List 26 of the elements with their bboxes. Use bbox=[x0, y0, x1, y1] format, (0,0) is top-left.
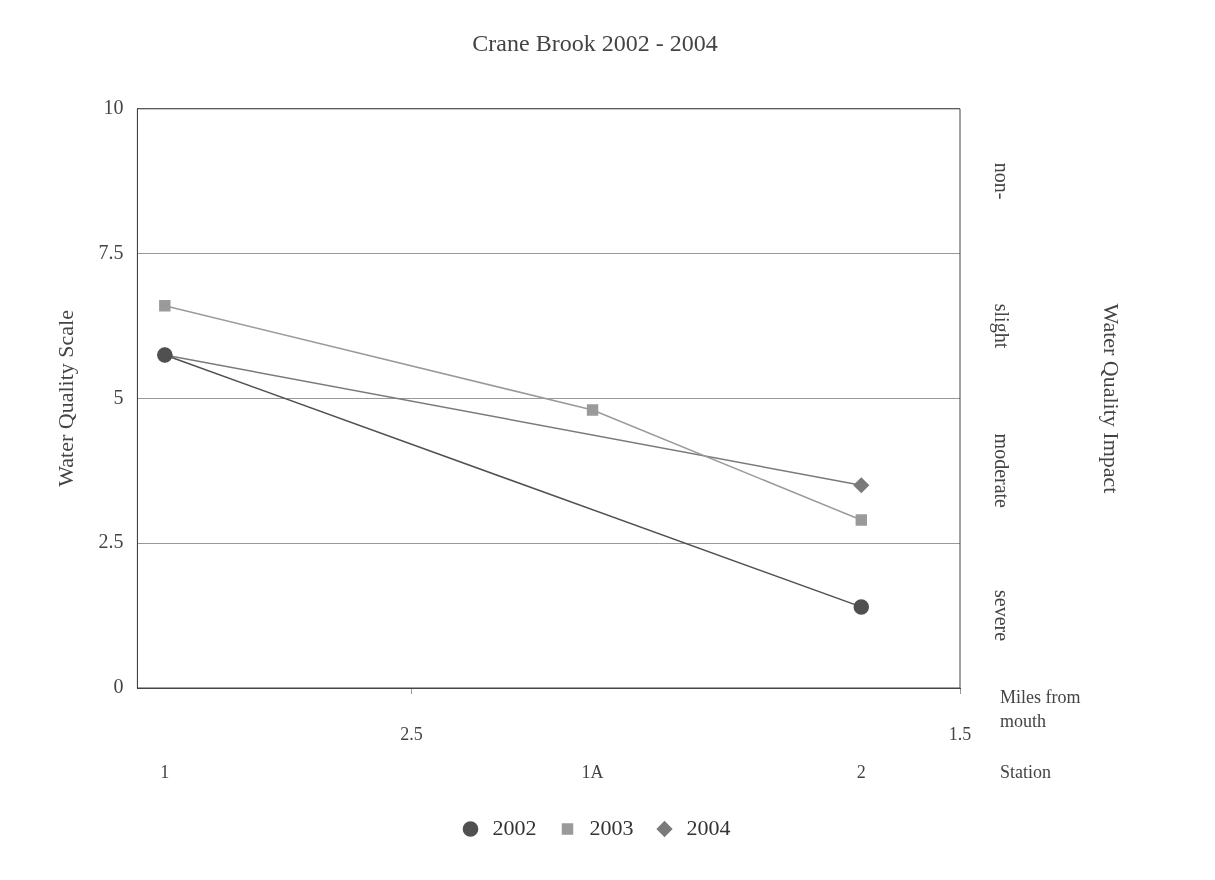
text: Station bbox=[1000, 761, 1052, 782]
point bbox=[853, 477, 870, 494]
legend-label: 2003 bbox=[589, 814, 634, 840]
point bbox=[586, 404, 599, 416]
point bbox=[853, 599, 870, 615]
y-axis-title: Water Quality Scale bbox=[52, 310, 78, 487]
text: Water Quality Impact bbox=[1099, 303, 1125, 494]
text: 2 bbox=[856, 761, 866, 782]
y-tick-label: 10 bbox=[103, 96, 124, 119]
y-tick-label: 0 bbox=[113, 675, 124, 698]
text: 1 bbox=[160, 761, 170, 782]
legend-label: 2002 bbox=[492, 814, 537, 840]
text: 1A bbox=[581, 761, 604, 782]
y-tick-label: 7.5 bbox=[98, 240, 124, 263]
chart-title: Crane Brook 2002 - 2004 bbox=[472, 29, 718, 56]
y-tick-label: 2.5 bbox=[98, 530, 124, 553]
point bbox=[159, 300, 171, 312]
legend-label: 2004 bbox=[686, 814, 731, 840]
x-tick-label: 1.5 bbox=[948, 723, 972, 744]
text: slight bbox=[989, 303, 1013, 349]
point bbox=[855, 514, 867, 526]
text: severe bbox=[990, 590, 1013, 642]
text: moderate bbox=[990, 433, 1013, 509]
y-tick-label: 5 bbox=[113, 385, 124, 408]
x-axis-title: Miles from mouth bbox=[1000, 686, 1081, 731]
text: non- bbox=[990, 162, 1013, 200]
